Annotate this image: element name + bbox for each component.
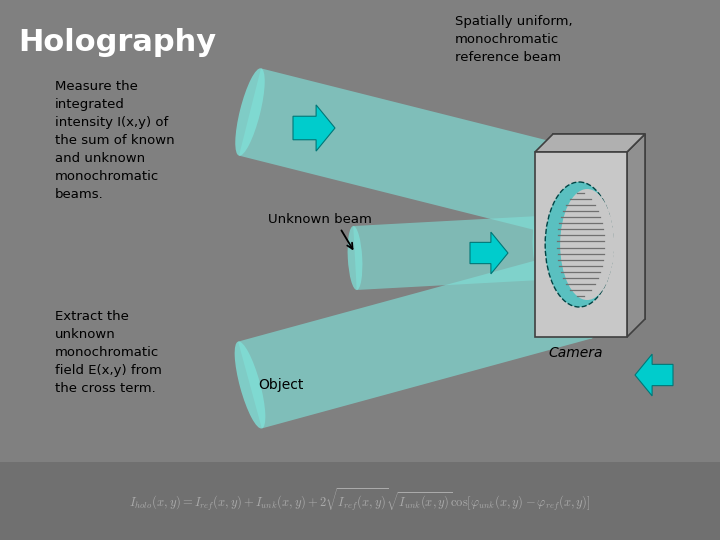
- Ellipse shape: [533, 216, 547, 280]
- Polygon shape: [535, 134, 645, 152]
- Polygon shape: [293, 105, 335, 151]
- Text: Unknown beam: Unknown beam: [268, 213, 372, 226]
- Polygon shape: [354, 216, 541, 290]
- Text: beams.: beams.: [55, 188, 104, 201]
- Text: and unknown: and unknown: [55, 152, 145, 165]
- Ellipse shape: [564, 252, 595, 339]
- Text: intensity I(x,y) of: intensity I(x,y) of: [55, 116, 168, 129]
- Bar: [0, 462, 720, 540]
- Ellipse shape: [235, 341, 266, 429]
- Ellipse shape: [545, 182, 613, 307]
- Text: monochromatic: monochromatic: [55, 346, 159, 359]
- Polygon shape: [239, 69, 591, 239]
- Text: Object: Object: [258, 378, 303, 392]
- Polygon shape: [635, 354, 673, 396]
- Text: unknown: unknown: [55, 328, 116, 341]
- Text: Spatially uniform,
monochromatic
reference beam: Spatially uniform, monochromatic referen…: [455, 15, 572, 64]
- Text: the cross term.: the cross term.: [55, 382, 156, 395]
- Polygon shape: [470, 232, 508, 274]
- Polygon shape: [238, 252, 592, 428]
- Text: Extract the: Extract the: [55, 310, 129, 323]
- Bar: [535, 152, 627, 337]
- Ellipse shape: [235, 68, 265, 156]
- Text: integrated: integrated: [55, 98, 125, 111]
- Polygon shape: [627, 134, 645, 337]
- Text: Camera: Camera: [548, 346, 603, 360]
- Polygon shape: [553, 134, 645, 319]
- Ellipse shape: [560, 189, 614, 300]
- Text: field E(x,y) from: field E(x,y) from: [55, 364, 162, 377]
- Text: monochromatic: monochromatic: [55, 170, 159, 183]
- Ellipse shape: [348, 226, 362, 290]
- Text: Holography: Holography: [18, 28, 216, 57]
- Text: the sum of known: the sum of known: [55, 134, 175, 147]
- Text: Measure the: Measure the: [55, 80, 138, 93]
- Ellipse shape: [565, 151, 595, 239]
- Text: $I_{holo}(x, y) = I_{ref}(x, y) + I_{unk}(x, y) + 2\sqrt{I_{ref}(x, y)}\sqrt{I_{: $I_{holo}(x, y) = I_{ref}(x, y) + I_{unk…: [129, 487, 591, 514]
